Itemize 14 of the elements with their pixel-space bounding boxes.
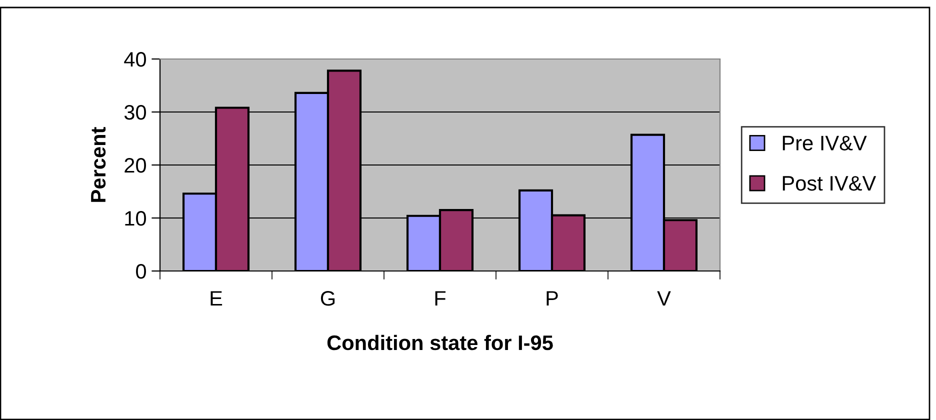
x-tick-label: G [320,290,335,306]
y-tick-label: 40 [124,52,146,67]
x-tick-label: E [210,291,222,306]
x-tick-label: P [546,291,558,306]
x-tick-label: F [435,291,446,306]
y-tick-label: 0 [136,264,146,279]
y-tick-label: 20 [124,158,146,173]
x-tick-label: V [657,291,671,306]
y-tick-label: 30 [124,105,146,120]
legend-label: Post IV&V [782,176,876,191]
legend-label: Pre IV&V [782,136,867,150]
y-tick-label: 10 [125,211,146,226]
y-axis-title: Percent [91,127,106,202]
x-axis-title: Condition state for I-95 [327,334,553,350]
